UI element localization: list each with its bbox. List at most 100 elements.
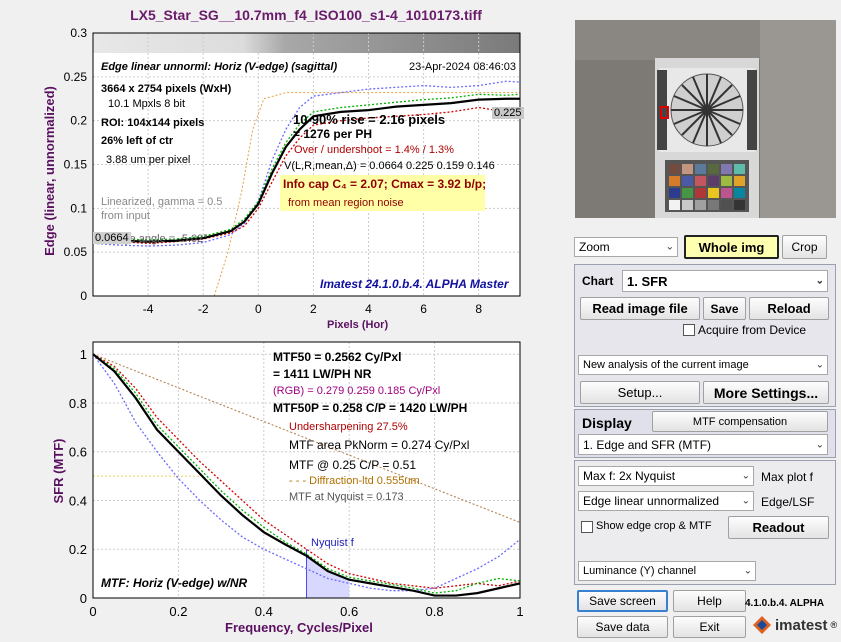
channel-select[interactable]: Luminance (Y) channel ⌄ [578, 561, 756, 581]
edge-xtick: 0 [255, 302, 262, 316]
color-patch [721, 176, 732, 186]
mtf-lwph: = 1411 LW/PH NR [273, 367, 372, 381]
edge-ytick: 0.3 [70, 26, 87, 40]
diffraction-line [92, 353, 521, 523]
edge-ytick: 0.15 [64, 158, 88, 172]
mtf-series-G [92, 353, 521, 594]
edge-per-ph: = 1276 per PH [293, 127, 373, 141]
reload-button[interactable]: Reload [749, 297, 829, 320]
edge-header: Edge linear unnorml: Horiz (V-edge) (sag… [101, 61, 338, 73]
color-patch [708, 164, 719, 174]
display-select[interactable]: 1. Edge and SFR (MTF) ⌄ [578, 434, 828, 455]
mtf-compensation-button[interactable]: MTF compensation [652, 411, 828, 432]
save-data-button[interactable]: Save data [577, 616, 668, 638]
roi-marker [660, 106, 669, 119]
mtf-ytick: 0 [80, 591, 87, 606]
help-button[interactable]: Help [673, 590, 746, 612]
mtf-series-R [92, 353, 521, 589]
mtf-ytick: 0.4 [69, 493, 87, 508]
edge-from-input: from input [101, 210, 150, 222]
max-plot-label: Max plot f [761, 470, 814, 484]
edge-ytick: 0.25 [64, 70, 88, 84]
acquire-checkbox[interactable] [683, 324, 695, 336]
edge-version: Imatest 24.1.0.b.4. ALPHA Master [320, 277, 509, 291]
edge-ytick: 0.05 [64, 245, 88, 259]
setup-button[interactable]: Setup... [580, 381, 700, 404]
mtf-xtick: 1 [516, 604, 523, 619]
edge-pos: 26% left of ctr [101, 135, 174, 147]
chart-label: Chart [582, 274, 614, 288]
save-screen-button[interactable]: Save screen [577, 590, 668, 612]
edge-xtick: 6 [420, 302, 427, 316]
display-label: Display [582, 415, 632, 431]
show-edge-checkbox[interactable] [581, 521, 593, 533]
edge-xtick: -2 [198, 302, 209, 316]
mtf-nyquist-label: Nyquist f [311, 537, 354, 549]
edge-angle: Edge angle = -5.02° [110, 233, 208, 245]
edge-series-Y [92, 97, 520, 243]
edge-ytick: 0.1 [70, 201, 87, 215]
whole-img-button[interactable]: Whole img [684, 235, 779, 259]
color-patch [734, 176, 745, 186]
color-patch [695, 164, 706, 174]
show-edge-label: Show edge crop & MTF [596, 520, 712, 532]
edge-ylabel: Edge (linear, unnormalized) [42, 86, 57, 256]
color-patch [695, 200, 706, 210]
edge-from-noise: from mean region noise [288, 197, 404, 209]
analysis-select[interactable]: New analysis of the current image ⌄ [578, 355, 828, 375]
mtf-ytick: 0.2 [69, 542, 87, 557]
mtf-nyq: MTF at Nyquist = 0.173 [289, 491, 404, 503]
edge-pixel: 3.88 um per pixel [106, 154, 191, 166]
edge-mpxls: 10.1 Mpxls 8 bit [108, 98, 186, 110]
color-patch [708, 200, 719, 210]
edge-plot: Edge (linear, unnormalized) -4 -2 0 2 4 6 8 0 0.… [42, 26, 521, 316]
crop-button[interactable]: Crop [782, 235, 827, 259]
chevron-down-icon: ⌄ [665, 241, 674, 253]
mtf50p: MTF50P = 0.258 C/P = 1420 LW/PH [273, 401, 468, 415]
color-patch [721, 164, 732, 174]
color-patch [734, 188, 745, 198]
mtf-ytick: 1 [80, 347, 87, 362]
color-patch [734, 164, 745, 174]
color-patch [708, 176, 719, 186]
color-patch [695, 188, 706, 198]
color-patch [682, 164, 693, 174]
color-patch [669, 188, 680, 198]
mtf-series-B [92, 353, 521, 592]
edge-topband [93, 33, 520, 53]
chevron-down-icon: ⌄ [815, 275, 824, 287]
edge-infocap: Info cap C₄ = 2.07; Cmax = 3.92 b/p; [283, 177, 487, 191]
mtf-undersharp: Undersharpening 27.5% [289, 421, 408, 433]
edge-size: 3664 x 2754 pixels (WxH) [101, 83, 232, 95]
read-image-button[interactable]: Read image file [580, 297, 700, 320]
save-button[interactable]: Save [703, 297, 746, 320]
edge-xtick: 2 [310, 302, 317, 316]
nyquist-region [306, 555, 350, 598]
mtf50: MTF50 = 0.2562 Cy/Pxl [273, 350, 402, 364]
chevron-down-icon: ⌄ [741, 495, 750, 507]
chart-select[interactable]: 1. SFR ⌄ [622, 270, 828, 292]
acquire-label: Acquire from Device [698, 323, 807, 337]
mtf-xtick: 0.4 [255, 604, 273, 619]
readout-button[interactable]: Readout [728, 516, 829, 539]
window-title: LX5_Star_SG__10.7mm_f4_ISO100_s1-4_10101… [130, 7, 482, 23]
imatest-logo-icon [753, 616, 771, 634]
edge-reference-line [213, 92, 520, 297]
mtf-xtick: 0.6 [340, 604, 358, 619]
more-settings-button[interactable]: More Settings... [703, 381, 829, 404]
edge-ytick: 0 [80, 289, 87, 303]
edge-xtick: -4 [143, 302, 154, 316]
edge-lsf-label: Edge/LSF [761, 495, 815, 509]
chevron-down-icon: ⌄ [743, 565, 752, 577]
exit-button[interactable]: Exit [673, 616, 746, 638]
edge-left-tag: 0.0664 [93, 232, 131, 244]
zoom-select[interactable]: Zoom ⌄ [574, 237, 678, 257]
color-patch [669, 200, 680, 210]
chart-thumbnail[interactable] [575, 20, 836, 218]
maxf-select[interactable]: Max f: 2x Nyquist ⌄ [578, 466, 754, 486]
color-patch [682, 200, 693, 210]
edge-select[interactable]: Edge linear unnormalized ⌄ [578, 491, 754, 511]
mtf-ytick: 0.6 [69, 445, 87, 460]
mtf-xlabel: Frequency, Cycles/Pixel [225, 620, 373, 635]
infocap-box [280, 175, 485, 211]
